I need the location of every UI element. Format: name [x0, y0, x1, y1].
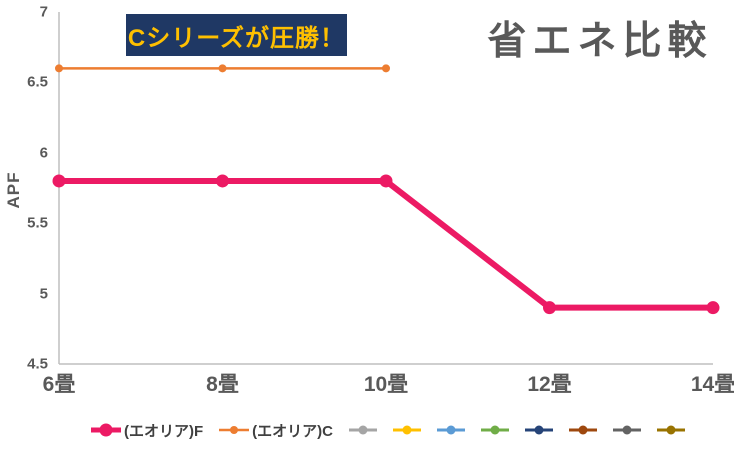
data-point-0-3 — [543, 301, 556, 315]
annotation-text: Cシリーズが圧勝！ — [127, 24, 346, 52]
legend-item-0: (エオリア)F — [91, 420, 203, 441]
legend-marker-icon — [656, 425, 685, 435]
legend-item-3 — [392, 422, 421, 438]
legend-item-1: (エオリア)C — [219, 420, 333, 441]
y-tick-label: 6.5 — [27, 73, 48, 91]
legend-marker-icon — [348, 425, 377, 435]
y-tick-label: 7 — [39, 3, 48, 21]
legend-item-6 — [524, 422, 553, 438]
series-line-0 — [56, 177, 716, 311]
legend-marker-icon — [392, 425, 421, 435]
legend-label: (エオリア)C — [252, 422, 333, 440]
legend-marker-icon — [436, 425, 465, 435]
x-tick-label: 14畳 — [690, 373, 734, 396]
legend-marker-icon — [91, 423, 121, 437]
data-point-0-2 — [379, 174, 393, 188]
legend-marker-icon — [219, 426, 250, 434]
legend-item-9 — [656, 422, 685, 438]
legend-item-4 — [436, 422, 465, 438]
x-tick-label: 8畳 — [206, 373, 239, 396]
chart-title: 省エネ比較 — [487, 20, 713, 63]
x-tick-label: 10畳 — [363, 373, 409, 396]
data-point-0-4 — [706, 301, 720, 315]
x-tick-label: 12畳 — [527, 373, 572, 396]
legend-marker-icon — [524, 425, 553, 435]
legend-marker-icon — [480, 425, 509, 435]
data-point-0-1 — [216, 174, 229, 188]
y-tick-label: 6 — [39, 144, 48, 162]
data-point-1-1 — [218, 64, 227, 73]
data-point-1-2 — [382, 64, 390, 73]
plot-area — [52, 12, 720, 365]
x-tick-label: 6畳 — [42, 373, 76, 396]
y-tick-label: 5 — [39, 285, 48, 303]
data-point-0-0 — [52, 174, 66, 188]
legend-item-2 — [348, 422, 377, 438]
legend-item-8 — [612, 422, 641, 438]
legend-marker-icon — [568, 425, 597, 435]
y-tick-label: 4.5 — [27, 355, 48, 373]
legend-item-7 — [568, 422, 597, 438]
data-point-1-0 — [55, 64, 63, 73]
y-tick-label: 5.5 — [27, 214, 48, 232]
legend-label: (エオリア)F — [124, 422, 204, 440]
legend-item-5 — [480, 422, 509, 438]
legend-marker-icon — [612, 425, 641, 435]
annotation-box: Cシリーズが圧勝！ — [126, 14, 347, 56]
legend: (エオリア)F (エオリア)C — [0, 417, 734, 443]
